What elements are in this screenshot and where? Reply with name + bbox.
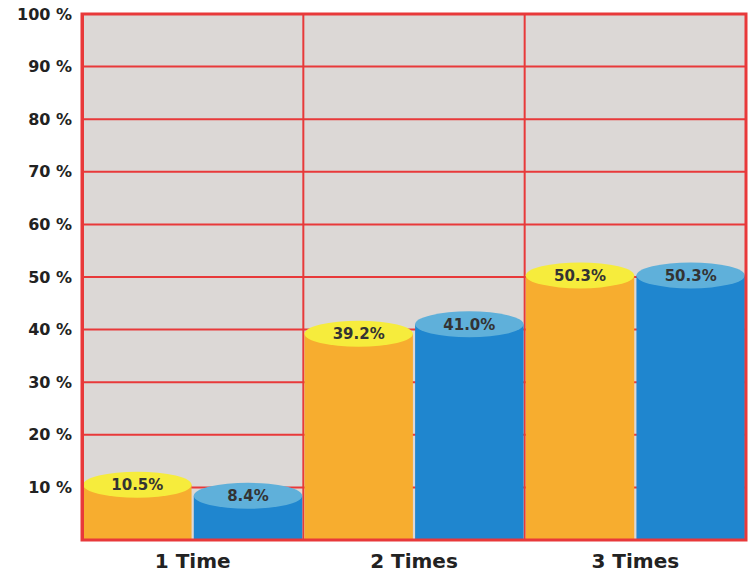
plot-frame	[82, 14, 746, 540]
grid-line	[82, 223, 746, 225]
bar-top	[194, 483, 302, 509]
grid-line	[82, 66, 746, 68]
bar-top	[415, 311, 523, 337]
y-tick: 80 %	[28, 110, 82, 129]
x-tick: 1 Time	[155, 540, 231, 573]
y-tick: 30 %	[28, 373, 82, 392]
data-label: 50.3%	[554, 267, 606, 285]
bar	[304, 334, 412, 540]
y-tick-label: 100 %	[17, 5, 72, 24]
grid-line	[82, 118, 746, 120]
y-tick-label: 80 %	[28, 110, 72, 129]
bar	[415, 324, 523, 540]
chart: 10.5% 39.2% 50.3% 8.4% 41.0% 50.3% 10 % 20 % 30 …	[0, 0, 752, 586]
data-label: 50.3%	[665, 267, 717, 285]
y-tick-label: 70 %	[28, 162, 72, 181]
y-tick: 70 %	[28, 162, 82, 181]
bar-top	[526, 262, 634, 288]
y-tick-label: 30 %	[28, 373, 72, 392]
x-tick: 3 Times	[591, 540, 679, 573]
y-tick: 100 %	[17, 5, 82, 24]
y-tick-label: 60 %	[28, 215, 72, 234]
y-tick: 60 %	[28, 215, 82, 234]
bars	[83, 262, 745, 540]
y-tick-label: 50 %	[28, 268, 72, 287]
y-tick: 10 %	[28, 478, 82, 497]
bar-top	[83, 472, 191, 498]
x-tick: 2 Times	[370, 540, 458, 573]
y-axis-line	[81, 15, 84, 541]
y-tick-label: 90 %	[28, 57, 72, 76]
bar	[636, 275, 744, 540]
data-labels: 10.5% 39.2% 50.3% 8.4% 41.0% 50.3%	[111, 267, 716, 505]
data-label: 8.4%	[227, 487, 269, 505]
data-label: 39.2%	[333, 325, 385, 343]
x-tick-label: 3 Times	[591, 549, 679, 573]
y-axis: 10 % 20 % 30 % 40 % 50 % 60 % 70 % 80 % 90 % 100 …	[17, 5, 83, 541]
group-separator	[524, 14, 526, 540]
y-tick-label: 10 %	[28, 478, 72, 497]
x-tick-label: 1 Time	[155, 549, 231, 573]
group-separator	[302, 14, 304, 540]
y-tick: 40 %	[28, 320, 82, 339]
y-tick: 20 %	[28, 425, 82, 444]
plot-background	[82, 14, 746, 540]
bar-top	[304, 321, 412, 347]
y-tick: 90 %	[28, 57, 82, 76]
y-tick-label: 20 %	[28, 425, 72, 444]
y-tick-label: 40 %	[28, 320, 72, 339]
bar-top	[636, 262, 744, 288]
bar	[526, 275, 634, 540]
x-axis: 1 Time 2 Times 3 Times	[155, 540, 679, 573]
grid	[82, 14, 746, 540]
grid-line	[82, 171, 746, 173]
y-tick: 50 %	[28, 268, 82, 287]
data-label: 10.5%	[111, 476, 163, 494]
data-label: 41.0%	[443, 316, 495, 334]
x-tick-label: 2 Times	[370, 549, 458, 573]
